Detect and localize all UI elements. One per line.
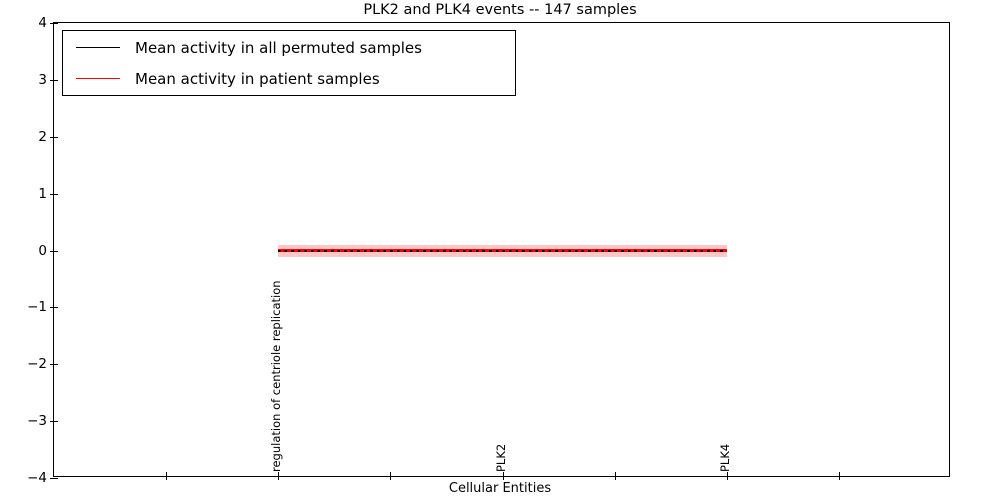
y-axis-title: Inferred Activity: [0, 198, 1, 302]
x-tick-mark: [726, 476, 728, 480]
y-tick-mark: [50, 193, 54, 195]
x-tick-mark-inner: [614, 472, 616, 476]
legend-swatch-permuted: [76, 47, 120, 48]
legend-label-patient: Mean activity in patient samples: [135, 69, 380, 88]
x-tick-mark: [502, 476, 504, 480]
y-tick-label: 4: [38, 15, 47, 31]
y-tick-label: −1: [27, 299, 47, 316]
permuted-mean-line: [278, 249, 727, 252]
chart-title: PLK2 and PLK4 events -- 147 samples: [363, 2, 637, 18]
y-tick-label: 3: [38, 71, 47, 88]
x-tick-mark: [278, 476, 280, 480]
x-tick-mark-inner: [838, 472, 840, 476]
x-axis-title: Cellular Entities: [448, 481, 552, 496]
legend: Mean activity in all permuted samples Me…: [62, 30, 516, 96]
y-tick-mark-inner: [54, 23, 58, 24]
legend-item-patient: Mean activity in patient samples: [63, 62, 515, 95]
y-tick-mark: [50, 364, 54, 366]
y-tick-mark: [50, 23, 54, 24]
y-tick-mark-inner: [54, 250, 58, 252]
x-tick-mark-inner: [166, 472, 168, 476]
x-tick-label: PLK2: [493, 443, 508, 472]
y-tick-mark: [50, 421, 54, 423]
x-tick-mark-inner: [502, 472, 504, 476]
y-tick-label: −4: [27, 470, 47, 486]
x-tick-mark: [614, 476, 616, 480]
y-tick-label: 1: [38, 185, 47, 202]
y-tick-label: 2: [38, 128, 47, 145]
y-tick-label: 0: [38, 242, 47, 259]
y-tick-label: −2: [27, 356, 47, 373]
y-tick-mark-inner: [54, 193, 58, 195]
y-tick-mark-inner: [54, 307, 58, 309]
x-tick-mark-inner: [726, 472, 728, 476]
y-tick-label: −3: [27, 413, 47, 430]
legend-swatch-patient: [76, 78, 120, 79]
y-tick-mark-inner: [54, 79, 58, 81]
y-tick-mark-inner: [54, 364, 58, 366]
y-tick-mark: [50, 79, 54, 81]
plot-area: 4 3 2 1 0 −1 −2 −3 −4 regulation of centriole re…: [27, 15, 950, 486]
legend-item-permuted: Mean activity in all permuted samples: [63, 31, 515, 64]
y-tick-mark-inner: [54, 421, 58, 423]
y-tick-mark-inner: [54, 136, 58, 138]
y-tick-mark: [50, 136, 54, 138]
y-tick-mark-inner: [54, 478, 58, 479]
y-tick-mark: [50, 250, 54, 252]
legend-label-permuted: Mean activity in all permuted samples: [135, 38, 422, 57]
y-tick-mark: [50, 307, 54, 309]
x-tick-mark: [166, 476, 168, 480]
x-tick-label: regulation of centriole replication: [269, 280, 284, 472]
x-tick-label: PLK4: [717, 443, 732, 472]
y-tick-mark: [50, 478, 54, 479]
x-tick-mark-inner: [278, 472, 280, 476]
x-tick-mark: [390, 476, 392, 480]
x-tick-mark: [838, 476, 840, 480]
x-tick-mark-inner: [390, 472, 392, 476]
